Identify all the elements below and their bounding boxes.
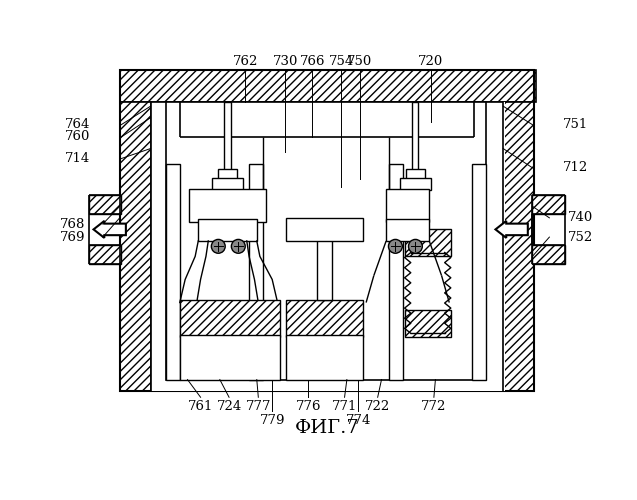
Bar bbox=[120, 70, 534, 391]
Bar bbox=[189, 190, 266, 222]
Bar bbox=[120, 70, 536, 102]
Bar bbox=[389, 164, 403, 380]
Text: 730: 730 bbox=[273, 54, 298, 68]
Text: 769: 769 bbox=[60, 230, 85, 243]
Circle shape bbox=[408, 240, 422, 254]
Text: 750: 750 bbox=[347, 54, 373, 68]
Bar bbox=[212, 178, 243, 190]
Bar bbox=[150, 102, 505, 391]
Bar bbox=[89, 194, 121, 214]
Bar bbox=[286, 300, 363, 337]
Text: 714: 714 bbox=[65, 152, 90, 165]
Text: 764: 764 bbox=[65, 118, 90, 131]
Bar bbox=[120, 102, 150, 391]
Text: 776: 776 bbox=[296, 400, 321, 413]
Text: 712: 712 bbox=[563, 162, 589, 174]
Bar bbox=[533, 194, 565, 214]
Bar bbox=[249, 164, 263, 380]
Text: 779: 779 bbox=[259, 414, 285, 427]
Bar bbox=[503, 102, 534, 391]
Bar bbox=[89, 245, 121, 264]
Text: 762: 762 bbox=[233, 54, 258, 68]
Text: 766: 766 bbox=[299, 54, 325, 68]
Bar bbox=[180, 300, 280, 337]
FancyArrow shape bbox=[94, 221, 126, 238]
Text: 768: 768 bbox=[60, 218, 85, 230]
Text: 774: 774 bbox=[346, 414, 371, 427]
Text: 724: 724 bbox=[217, 400, 241, 413]
Bar bbox=[166, 102, 486, 380]
Text: 754: 754 bbox=[329, 54, 354, 68]
Text: 777: 777 bbox=[246, 400, 271, 413]
Bar bbox=[166, 164, 180, 380]
Text: 720: 720 bbox=[418, 54, 443, 68]
Bar bbox=[404, 230, 451, 256]
FancyArrow shape bbox=[496, 221, 528, 238]
Bar bbox=[412, 102, 419, 172]
Bar bbox=[317, 238, 333, 300]
Bar bbox=[406, 168, 425, 179]
Circle shape bbox=[389, 240, 403, 254]
Text: 760: 760 bbox=[65, 130, 90, 143]
Bar bbox=[198, 220, 257, 241]
Circle shape bbox=[211, 240, 225, 254]
Bar bbox=[286, 335, 363, 380]
Bar bbox=[180, 335, 280, 380]
Text: 772: 772 bbox=[421, 400, 447, 413]
Bar bbox=[286, 218, 363, 241]
Text: 761: 761 bbox=[188, 400, 213, 413]
Text: 740: 740 bbox=[568, 212, 593, 224]
Text: 771: 771 bbox=[332, 400, 357, 413]
Bar bbox=[473, 164, 486, 380]
Circle shape bbox=[231, 240, 245, 254]
Bar bbox=[533, 245, 565, 264]
Bar bbox=[386, 220, 429, 241]
Text: ФИГ.7: ФИГ.7 bbox=[294, 419, 359, 437]
Text: 752: 752 bbox=[568, 230, 593, 243]
Bar bbox=[400, 178, 431, 190]
Bar bbox=[404, 310, 451, 337]
Bar bbox=[218, 168, 237, 179]
Bar bbox=[386, 190, 429, 222]
Bar bbox=[224, 102, 231, 172]
Text: 722: 722 bbox=[365, 400, 390, 413]
Text: 751: 751 bbox=[563, 118, 589, 131]
